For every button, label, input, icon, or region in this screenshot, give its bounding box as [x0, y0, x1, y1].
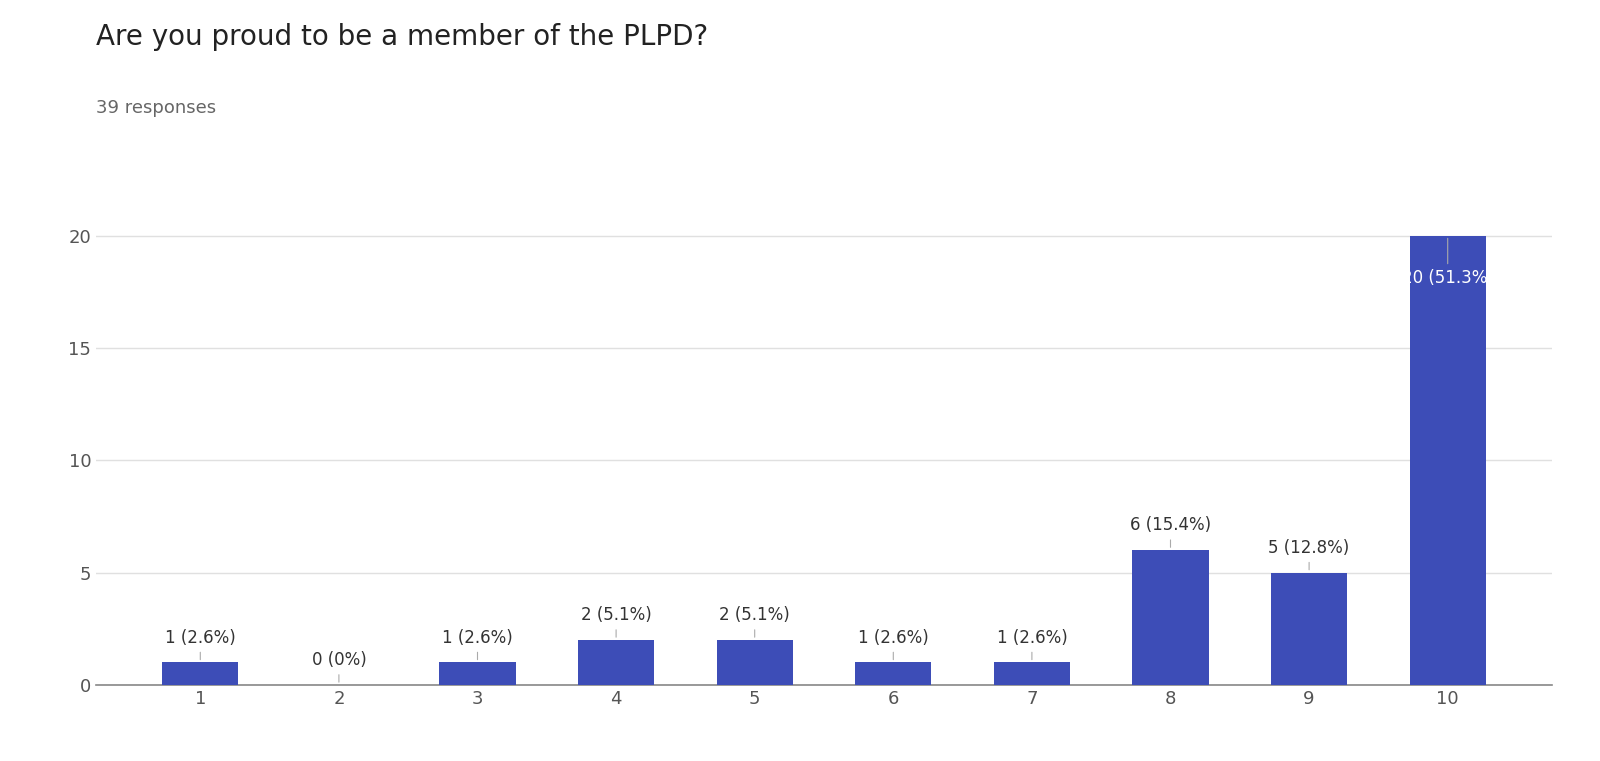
Text: 0 (0%): 0 (0%)	[312, 651, 366, 682]
Bar	[1133, 550, 1208, 685]
Bar	[854, 662, 931, 685]
Bar	[717, 640, 794, 685]
Text: 1 (2.6%): 1 (2.6%)	[997, 629, 1067, 660]
Text: 1 (2.6%): 1 (2.6%)	[442, 629, 514, 660]
Text: Are you proud to be a member of the PLPD?: Are you proud to be a member of the PLPD…	[96, 23, 709, 51]
Text: 1 (2.6%): 1 (2.6%)	[165, 629, 235, 660]
Bar	[440, 662, 515, 685]
Text: 6 (15.4%): 6 (15.4%)	[1130, 517, 1211, 547]
Bar	[1410, 236, 1486, 685]
Text: 1 (2.6%): 1 (2.6%)	[858, 629, 928, 660]
Text: 39 responses: 39 responses	[96, 99, 216, 117]
Text: 5 (12.8%): 5 (12.8%)	[1269, 539, 1350, 570]
Text: 2 (5.1%): 2 (5.1%)	[720, 607, 790, 637]
Bar	[578, 640, 654, 685]
Bar	[1270, 572, 1347, 685]
Text: 20 (51.3%): 20 (51.3%)	[1402, 238, 1494, 287]
Text: 2 (5.1%): 2 (5.1%)	[581, 607, 651, 637]
Bar	[162, 662, 238, 685]
Bar	[994, 662, 1070, 685]
